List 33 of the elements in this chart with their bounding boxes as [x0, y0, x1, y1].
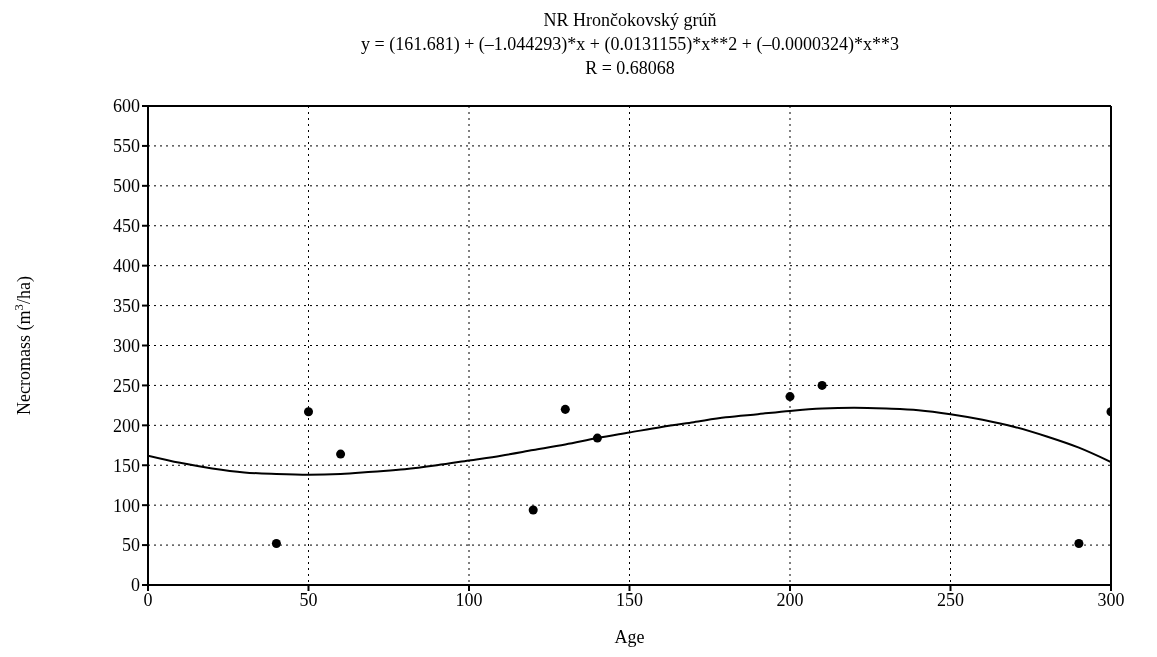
point: [336, 449, 346, 459]
y-tick-label: 250: [113, 375, 140, 396]
text: R = 0.68068: [584, 57, 676, 80]
point: [1074, 538, 1084, 548]
point: [303, 407, 314, 417]
x-axis-title: Age: [614, 627, 645, 647]
y-tick-label: 50: [122, 535, 140, 556]
y-tick-label: 150: [113, 455, 140, 476]
y-tick-label: 0: [131, 575, 140, 596]
x-tick-label: 200: [776, 589, 804, 610]
point: [785, 392, 795, 402]
point: [817, 380, 827, 390]
x-tick-label: 150: [616, 589, 643, 610]
x-tick-label: 250: [937, 589, 964, 610]
y-tick-label: 100: [113, 495, 140, 516]
y-tick-label: 350: [113, 295, 140, 316]
y-tick-label: 300: [113, 335, 140, 356]
y-tick-label: 400: [113, 256, 140, 277]
x-tick-label: 100: [455, 589, 483, 610]
point: [592, 433, 602, 443]
point: [560, 404, 570, 414]
point: [271, 538, 281, 548]
y-tick-label: 200: [113, 415, 140, 436]
x-tick-label: 300: [1097, 589, 1125, 610]
x-tick-label: 0: [143, 589, 153, 610]
point: [528, 505, 538, 515]
y-tick-label: 450: [113, 216, 140, 237]
y-tick-label: 550: [113, 136, 140, 157]
chart-title: NR Hrončokovský grúň: [542, 9, 718, 32]
chart-subtitle: y = (161.681) + (–1.044293)*x + (0.0131155)*x**2 + (–0.0000324)*x**3: [360, 33, 900, 56]
x-tick-label: 50: [299, 589, 318, 610]
y-tick-label: 500: [113, 176, 140, 197]
y-tick-label: 600: [113, 96, 140, 117]
